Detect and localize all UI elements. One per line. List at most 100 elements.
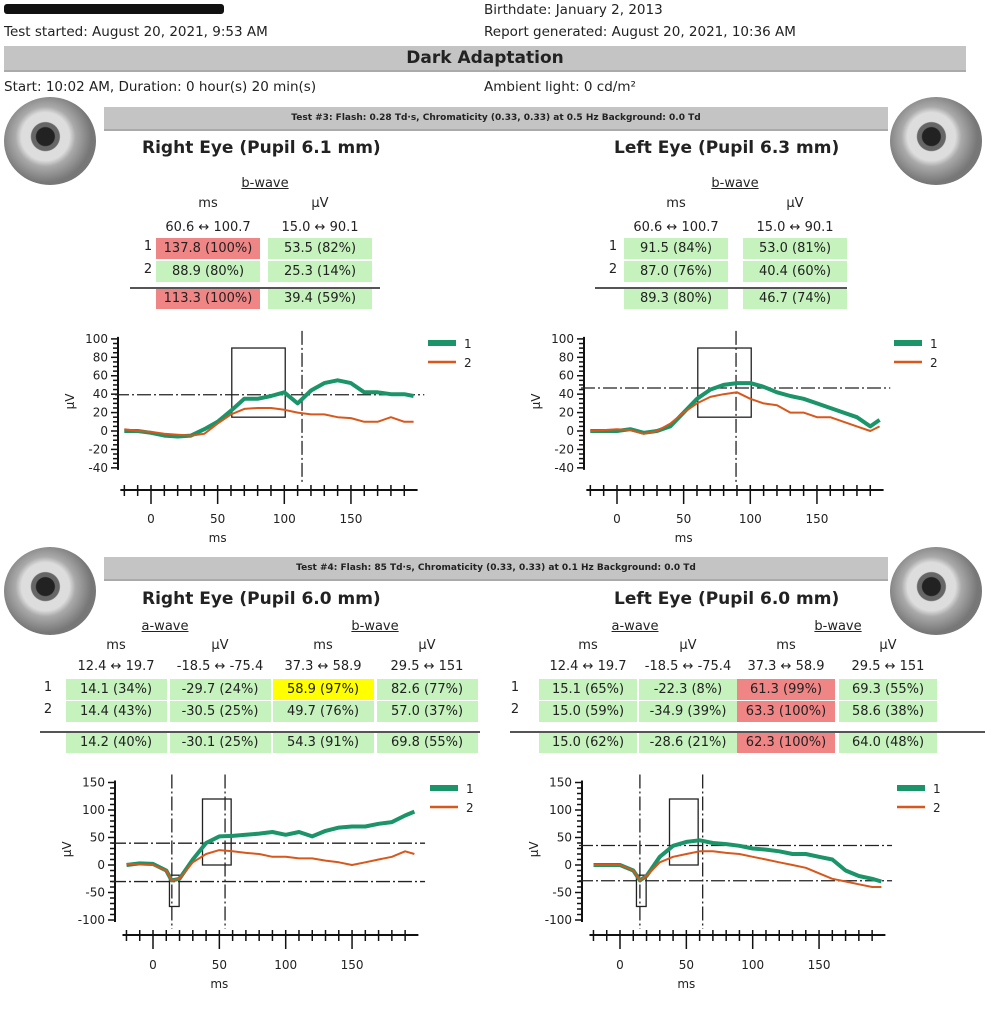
row-label: 1 <box>43 680 53 695</box>
result-cell: 49.7 (76%) <box>272 701 374 722</box>
y-tick-label: 100 <box>82 803 105 817</box>
column-unit: ms <box>578 638 598 653</box>
result-cell: 64.0 (48%) <box>839 732 937 753</box>
result-cell: -30.1 (25%) <box>169 732 271 753</box>
y-tick-label: 150 <box>549 776 572 790</box>
table-divider <box>130 287 380 289</box>
wave-label: b-wave <box>814 619 862 634</box>
result-cell: 25.3 (14%) <box>268 261 372 282</box>
x-tick-label: 0 <box>147 512 155 526</box>
ambient-light: Ambient light: 0 cd/m² <box>484 79 636 95</box>
wave-label: b-wave <box>241 176 289 191</box>
legend-label: 1 <box>466 782 474 796</box>
x-tick-label: 100 <box>273 512 296 526</box>
x-tick-label: 50 <box>210 512 225 526</box>
x-axis-label: ms <box>675 531 693 545</box>
result-cell: -30.5 (25%) <box>169 701 271 722</box>
wave-label: b-wave <box>351 619 399 634</box>
result-cell: 69.3 (55%) <box>839 679 937 700</box>
normal-range: -18.5 ↔ -75.4 <box>176 659 264 674</box>
y-tick-label: 40 <box>93 387 108 401</box>
left-eye-title: Left Eye (Pupil 6.0 mm) <box>614 589 840 609</box>
column-unit: µV <box>879 638 897 653</box>
y-tick-label: 20 <box>93 406 108 420</box>
row-label: 2 <box>43 702 53 717</box>
result-cell: 39.4 (59%) <box>268 288 372 309</box>
result-cell: 14.4 (43%) <box>65 701 167 722</box>
patient-name-redacted <box>4 4 224 14</box>
normal-range: 60.6 ↔ 100.7 <box>633 220 719 235</box>
chart-panel: -100 -50 0 50 100 150 µV 0 50 100 150 ms 1 2 <box>60 774 474 991</box>
row-label: 1 <box>143 239 153 254</box>
left-eye-title: Left Eye (Pupil 6.3 mm) <box>614 138 840 158</box>
left-eye-photo <box>890 97 982 185</box>
normal-range-box <box>168 874 180 908</box>
legend-label: 2 <box>464 356 472 370</box>
start-info: Start: 10:02 AM, Duration: 0 hour(s) 20 … <box>4 79 317 95</box>
row-label: 2 <box>510 702 520 717</box>
result-cell: 14.2 (40%) <box>65 732 167 753</box>
normal-range: 37.3 ↔ 58.9 <box>284 659 362 674</box>
x-tick-label: 150 <box>805 512 828 526</box>
legend-label: 1 <box>464 337 472 351</box>
result-cell: 40.4 (60%) <box>743 261 847 282</box>
result-cell: -34.9 (39%) <box>639 701 737 722</box>
row-label: 1 <box>608 239 618 254</box>
y-tick-label: -50 <box>85 886 105 900</box>
y-tick-label: -20 <box>554 442 574 456</box>
series-2-line <box>590 391 881 435</box>
x-axis-label: ms <box>677 977 695 991</box>
normal-range: -18.5 ↔ -75.4 <box>644 659 732 674</box>
x-axis-label: ms <box>210 977 228 991</box>
result-cell: 53.5 (82%) <box>268 238 372 259</box>
row-label: 2 <box>143 262 153 277</box>
right-eye-title: Right Eye (Pupil 6.0 mm) <box>142 589 381 609</box>
table-divider <box>510 731 985 733</box>
row-label: 1 <box>510 680 520 695</box>
y-tick-label: 100 <box>85 332 108 346</box>
y-tick-label: -40 <box>88 461 108 475</box>
x-tick-label: 50 <box>676 512 691 526</box>
section-title: Dark Adaptation <box>4 46 966 72</box>
result-cell: 91.5 (84%) <box>624 238 728 259</box>
result-cell: 58.6 (38%) <box>839 701 937 722</box>
chart-panel: -100 -50 0 50 100 150 µV 0 50 100 150 ms 1 2 <box>527 774 941 991</box>
normal-range: 12.4 ↔ 19.7 <box>77 659 155 674</box>
x-tick-label: 100 <box>741 958 764 972</box>
y-tick-label: 0 <box>97 858 105 872</box>
legend-label: 1 <box>933 782 941 796</box>
legend-label: 2 <box>930 356 938 370</box>
x-tick-label: 0 <box>613 512 621 526</box>
y-tick-label: 0 <box>100 424 108 438</box>
y-tick-label: 50 <box>90 831 105 845</box>
y-tick-label: 40 <box>559 387 574 401</box>
normal-range: 29.5 ↔ 151 <box>851 659 925 674</box>
right-eye-title: Right Eye (Pupil 6.1 mm) <box>142 138 381 158</box>
wave-label: b-wave <box>711 176 759 191</box>
birthdate: Birthdate: January 2, 2013 <box>484 2 663 18</box>
wave-label: a-wave <box>611 619 659 634</box>
normal-range-box <box>201 798 232 866</box>
result-cell: -29.7 (24%) <box>169 679 271 700</box>
test-started: Test started: August 20, 2021, 9:53 AM <box>4 24 268 40</box>
legend-label: 2 <box>933 801 941 815</box>
normal-range-box <box>635 874 647 908</box>
result-cell: 87.0 (76%) <box>624 261 728 282</box>
result-cell: 15.0 (62%) <box>539 732 637 753</box>
x-axis-label: ms <box>209 531 227 545</box>
x-tick-label: 50 <box>212 958 227 972</box>
result-cell: 82.6 (77%) <box>376 679 478 700</box>
y-tick-label: -40 <box>554 461 574 475</box>
x-tick-label: 150 <box>339 512 362 526</box>
y-tick-label: 80 <box>93 350 108 364</box>
result-cell: 62.3 (100%) <box>737 732 835 753</box>
result-cell: 137.8 (100%) <box>156 238 260 259</box>
column-unit: µV <box>418 638 436 653</box>
y-tick-label: 80 <box>559 350 574 364</box>
y-axis-label: µV <box>63 393 77 410</box>
report-generated: Report generated: August 20, 2021, 10:36… <box>484 24 796 40</box>
series-2-line <box>593 850 882 888</box>
y-tick-label: 50 <box>557 831 572 845</box>
result-cell: 54.3 (91%) <box>272 732 374 753</box>
normal-range: 15.0 ↔ 90.1 <box>756 220 834 235</box>
